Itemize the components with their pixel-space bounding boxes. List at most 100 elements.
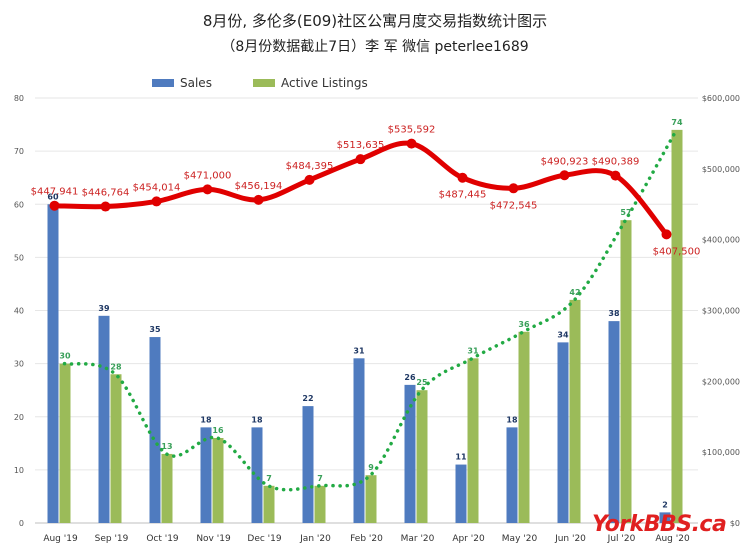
sales-value-label: 31	[353, 346, 365, 355]
sales-value-label: 38	[608, 309, 620, 318]
sales-value-label: 60	[47, 192, 59, 201]
average-price-label: $472,545	[490, 200, 538, 211]
x-tick-label: Jul '20	[607, 534, 636, 544]
average-price-point	[100, 201, 111, 212]
legend-item-active-listings: Active Listings	[253, 76, 368, 90]
active-listings-bar	[416, 390, 428, 523]
sales-bar	[200, 427, 212, 523]
sales-bar	[149, 337, 161, 523]
x-tick-label: Aug '19	[43, 534, 78, 544]
y-tick-label: 50	[14, 253, 24, 262]
average-price-label: $513,635	[337, 140, 385, 151]
sales-bar	[353, 358, 365, 523]
active-listings-value-label: 30	[59, 352, 71, 361]
x-tick-label: May '20	[502, 534, 538, 544]
active-listings-bar	[365, 475, 377, 523]
active-listings-bar	[467, 358, 479, 523]
y2-tick-label: $600,000	[702, 94, 740, 103]
chart-subtitle: （8月份数据截止7日）李 军 微信 peterlee1689	[221, 39, 529, 55]
sales-value-label: 18	[200, 415, 212, 424]
watermark-logo: YorkBBS.ca	[592, 512, 727, 537]
average-price-label: $454,014	[133, 182, 181, 193]
active-listings-value-label: 31	[467, 346, 479, 355]
active-listings-bar	[569, 299, 581, 523]
sales-value-label: 18	[251, 415, 263, 424]
active-listings-bar	[671, 129, 683, 523]
y2-tick-label: $300,000	[702, 307, 740, 316]
average-price-label: $484,395	[286, 161, 334, 172]
active-listings-value-label: 7	[266, 474, 272, 483]
x-tick-label: Jun '20	[554, 534, 586, 544]
y2-tick-label: $500,000	[702, 165, 740, 174]
chart-title: 8月份, 多伦多(E09)社区公寓月度交易指数统计图示	[202, 12, 548, 30]
y2-tick-label: $0	[730, 519, 740, 528]
active-listings-trend-line	[62, 128, 679, 492]
x-tick-label: Aug '20	[655, 534, 690, 544]
sales-bar	[302, 406, 314, 523]
y2-tick-label: $200,000	[702, 377, 740, 386]
x-tick-label: Mar '20	[401, 534, 435, 544]
x-tick-label: Nov '19	[196, 534, 231, 544]
active-listings-bar	[110, 374, 122, 523]
y-tick-label: 40	[14, 307, 24, 316]
average-price-label: $447,941	[31, 187, 79, 198]
legend-label-active-listings: Active Listings	[281, 76, 368, 90]
average-price-point	[406, 138, 417, 149]
average-price-label: $407,500	[653, 246, 701, 257]
x-tick-label: Apr '20	[452, 534, 485, 544]
legend-item-sales: Sales	[152, 76, 212, 90]
sales-value-label: 34	[557, 330, 569, 339]
average-price-point	[610, 170, 621, 181]
active-listings-bar	[59, 363, 71, 523]
x-tick-label: Jan '20	[299, 534, 331, 544]
sales-value-label: 11	[455, 453, 467, 462]
average-price-label: $490,389	[592, 157, 640, 168]
average-price-point	[559, 170, 570, 181]
active-listings-bar	[518, 331, 530, 523]
sales-value-label: 22	[302, 394, 313, 403]
average-price-label: $446,764	[82, 188, 130, 199]
average-price-point	[151, 196, 162, 207]
y-tick-label: 0	[19, 519, 24, 528]
sales-bar	[404, 384, 416, 523]
active-listings-bar	[212, 438, 224, 523]
y-tick-label: 80	[14, 94, 24, 103]
y-tick-label: 30	[14, 360, 24, 369]
average-price-point	[304, 174, 315, 185]
legend-label-sales: Sales	[180, 76, 212, 90]
active-listings-value-label: 13	[161, 442, 172, 451]
sales-bar	[455, 464, 467, 523]
average-price-label: $471,000	[184, 170, 232, 181]
x-tick-label: Feb '20	[350, 534, 383, 544]
active-listings-value-label: 7	[317, 474, 323, 483]
legend-swatch-active-listings	[253, 79, 275, 87]
sales-value-label: 35	[149, 325, 161, 334]
active-listings-value-label: 25	[416, 378, 428, 387]
active-listings-bar	[314, 485, 326, 523]
active-listings-bar	[263, 485, 275, 523]
sales-bar	[98, 315, 110, 523]
y-tick-label: 70	[14, 147, 24, 156]
sales-value-label: 2	[662, 500, 668, 509]
sales-bar	[47, 204, 59, 523]
x-tick-label: Oct '19	[146, 534, 179, 544]
y2-tick-label: $100,000	[702, 448, 740, 457]
sales-bar	[506, 427, 518, 523]
average-price-label: $535,592	[388, 125, 436, 136]
active-listings-value-label: 36	[518, 320, 530, 329]
sales-bar	[557, 342, 569, 523]
active-listings-value-label: 9	[368, 463, 374, 472]
x-tick-label: Dec '19	[247, 534, 281, 544]
active-listings-value-label: 74	[671, 118, 683, 127]
y-tick-label: 20	[14, 413, 24, 422]
sales-value-label: 18	[506, 415, 518, 424]
sales-value-label: 26	[404, 373, 416, 382]
average-price-point	[202, 184, 213, 195]
active-listings-bar	[161, 453, 173, 523]
average-price-label: $487,445	[439, 190, 487, 201]
active-listings-bar	[620, 220, 632, 523]
average-price-point	[355, 154, 366, 165]
y-tick-label: 10	[14, 466, 24, 475]
